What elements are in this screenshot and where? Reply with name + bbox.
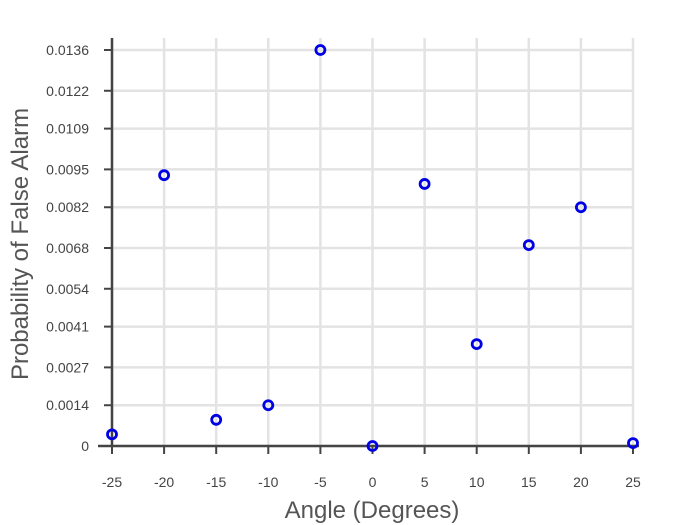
y-axis-title: Probability of False Alarm [7,108,34,380]
y-tick-label: 0 [81,438,89,454]
x-tick-label: 15 [521,474,537,490]
tick-labels: -25 -20 -15 -10 -5 0 5 10 15 20 25 0 0.0014 0.0027 0.0… [46,42,641,490]
y-tick-label: 0.0041 [46,319,89,335]
x-tick-label: 5 [421,474,429,490]
data-point [366,440,379,452]
data-point [470,338,483,350]
data-point [418,178,431,190]
data-point [522,239,535,251]
data-point [262,399,275,412]
x-tick-label: -5 [314,474,327,490]
x-tick-label: 20 [573,474,589,490]
y-tick-label: 0.0068 [46,240,89,256]
y-tick-label: 0.0109 [46,121,89,137]
y-tick-label: 0.0095 [46,161,89,177]
data-point [627,437,639,449]
grid-lines [110,38,635,448]
data-point [314,44,327,56]
x-tick-label: 0 [369,474,377,490]
x-tick-label: 10 [469,474,485,490]
y-tick-label: 0.0054 [46,281,89,297]
x-tick-label: 25 [625,474,641,490]
data-point [575,201,587,214]
data-points [106,44,639,452]
data-point [106,428,118,441]
data-point [210,413,223,426]
x-tick-label: -20 [154,474,174,490]
y-tick-label: 0.0014 [46,397,89,413]
y-tick-label: 0.0122 [46,83,89,99]
x-tick-label: -25 [102,474,122,490]
y-tick-label: 0.0027 [46,359,89,375]
x-axis-title: Angle (Degrees) [285,497,460,524]
y-tick-label: 0.0136 [46,42,89,58]
data-point [158,169,171,182]
x-tick-label: -10 [258,474,278,490]
y-tick-label: 0.0082 [46,199,89,215]
axes [98,38,639,454]
x-tick-label: -15 [206,474,226,490]
